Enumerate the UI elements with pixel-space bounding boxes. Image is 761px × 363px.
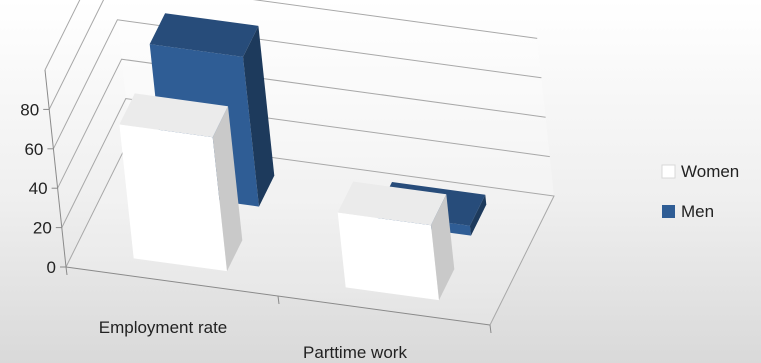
- bar-top-face: [337, 181, 447, 226]
- y-tick-label: 80: [20, 100, 39, 119]
- bar-side-face: [243, 25, 275, 207]
- legend-swatch: [661, 164, 676, 179]
- y-tick-label: 0: [47, 258, 56, 277]
- bars: [119, 13, 487, 301]
- bar-women-1: [337, 181, 455, 301]
- gridline: [48, 0, 538, 110]
- legend-item-men: Men: [662, 202, 714, 221]
- category-labels: Employment rate Parttime work: [99, 318, 408, 362]
- gridlines: [44, 0, 555, 326]
- bar-top-face: [149, 13, 259, 57]
- gridline: [44, 0, 81, 71]
- bar-side-face: [212, 106, 243, 272]
- bar-side-face: [469, 194, 487, 236]
- x-tick-mark: [277, 295, 280, 305]
- bar-women-0: [119, 93, 243, 272]
- y-tick-labels: 0 20 40 60 80: [20, 100, 56, 277]
- legend-label: Men: [681, 202, 714, 221]
- bar-front-face: [337, 212, 439, 301]
- y-tick-label: 60: [24, 140, 43, 159]
- gridline: [61, 98, 550, 228]
- category-label: Parttime work: [303, 343, 407, 362]
- x-tick-mark: [65, 266, 68, 276]
- gridline: [52, 19, 542, 150]
- floor-outline: [65, 137, 555, 326]
- bar-top-face: [119, 93, 228, 138]
- legend-label: Women: [681, 162, 739, 181]
- category-label: Employment rate: [99, 318, 228, 337]
- axes: [43, 69, 492, 334]
- y-tick-label: 40: [29, 179, 48, 198]
- y-tick-label: 20: [33, 219, 52, 238]
- legend-item-women: Women: [661, 162, 739, 181]
- bar-side-face: [431, 194, 455, 301]
- legend-swatch: [662, 205, 675, 218]
- gridline: [57, 58, 546, 189]
- legend: Women Men: [661, 162, 739, 221]
- bar-front-face: [119, 124, 227, 272]
- y-axis-line: [44, 69, 67, 268]
- x-tick-mark: [489, 324, 492, 334]
